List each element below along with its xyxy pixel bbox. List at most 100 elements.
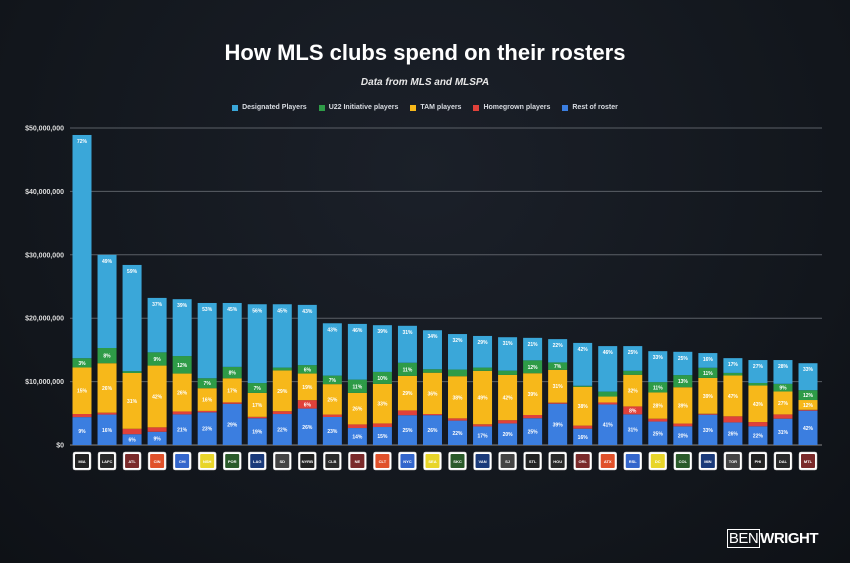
data-label: 59%: [127, 269, 138, 275]
bar-segment: [723, 422, 743, 445]
team-logo: DC: [648, 451, 668, 471]
bar-segment: [723, 358, 743, 373]
bar-segment: [297, 408, 317, 445]
data-label: 22%: [553, 343, 564, 349]
team-code: ATL: [128, 459, 136, 464]
bar-segment: [347, 379, 367, 393]
data-label: 45%: [227, 307, 238, 313]
team-code: CLT: [379, 459, 387, 464]
bar-segment: [122, 264, 142, 372]
data-label: 31%: [402, 330, 413, 336]
data-label: 23%: [327, 429, 338, 435]
bar-segment: [473, 367, 493, 371]
bar-segment: [172, 356, 192, 374]
bar-segment: [473, 335, 493, 368]
bar-segment: [147, 352, 167, 366]
team-logo: SJ: [498, 451, 517, 471]
bar-segment: [773, 383, 793, 392]
y-tick-label: $0: [56, 443, 64, 450]
data-label: 19%: [252, 430, 263, 436]
bar-segment: [322, 384, 342, 415]
bar-segment: [147, 297, 167, 353]
legend-label: Homegrown players: [483, 104, 551, 111]
data-label: 42%: [152, 394, 163, 400]
bar-segment: [673, 375, 693, 388]
legend-item: Homegrown players: [473, 104, 550, 111]
bar-segment: [623, 374, 643, 407]
bar-segment: [347, 428, 367, 445]
bar-segment: [448, 376, 468, 419]
bar-segment: [573, 428, 593, 445]
team-code: VAN: [478, 459, 486, 464]
bar-segment: [623, 346, 643, 371]
team-logo: CLT: [373, 451, 392, 471]
data-label: 31%: [778, 430, 789, 436]
team-logo: MIN: [698, 451, 718, 471]
team-logo: CIN: [147, 451, 167, 471]
team-code: CIN: [154, 459, 161, 464]
bar-segment: [222, 402, 242, 404]
data-label: 31%: [503, 341, 514, 347]
bar-segment: [297, 400, 317, 409]
data-label: 12%: [803, 403, 814, 409]
data-label: 11%: [703, 371, 713, 377]
bar-segment: [498, 337, 518, 371]
legend-swatch: [410, 104, 417, 111]
data-label: 14%: [352, 435, 363, 441]
bar-segment: [573, 385, 593, 387]
bar-NE: 14% 26% 11% 46%: [347, 323, 367, 445]
team-code: SJ: [505, 459, 510, 464]
data-label: 31%: [628, 428, 639, 434]
data-label: 16%: [102, 428, 113, 434]
team-logo: NYRB: [298, 451, 317, 471]
chart-subtitle: Data from MLS and MLSPA: [360, 77, 490, 88]
bar-STL: 25% 39% 12% 21%: [523, 337, 543, 445]
bar-segment: [598, 346, 618, 392]
team-logo: NSH: [197, 451, 217, 471]
team-logo: TOR: [723, 451, 743, 471]
bar-segment: [523, 360, 543, 374]
data-label: 10%: [377, 376, 388, 382]
data-label: 11%: [353, 384, 363, 390]
team-code: CLB: [328, 459, 336, 464]
data-label: 45%: [277, 308, 288, 314]
bar-ORL: 16% 38% 42%: [573, 342, 593, 445]
bar-segment: [197, 412, 217, 445]
chart-title: How MLS clubs spend on their rosters: [224, 40, 626, 65]
bar-segment: [147, 427, 167, 432]
data-label: 29%: [277, 389, 288, 395]
bar-segment: [347, 392, 367, 425]
bar-segment: [322, 375, 342, 385]
bar-CLB: 23% 25% 7% 43%: [322, 323, 342, 445]
data-label: 38%: [578, 404, 589, 410]
bar-segment: [97, 254, 117, 348]
bar-segment: [72, 413, 92, 418]
data-label: 38%: [453, 395, 464, 401]
team-logo: VAN: [473, 451, 492, 471]
bar-segment: [498, 420, 518, 424]
bar-segment: [673, 423, 693, 427]
bar-TOR: 26% 47% 17%: [723, 358, 743, 445]
bar-segment: [598, 396, 618, 403]
bar-segment: [548, 403, 568, 445]
team-logo: ATX: [598, 451, 617, 471]
legend-swatch: [473, 104, 480, 111]
legend-swatch: [318, 104, 325, 111]
data-label: 39%: [377, 329, 388, 335]
bar-segment: [97, 414, 117, 445]
team-logo: PHI: [748, 451, 768, 471]
bar-VAN: 17% 49% 29%: [473, 335, 493, 445]
bar-LAFC: 16% 26% 8% 49%: [97, 254, 117, 445]
data-label: 12%: [177, 363, 188, 369]
data-label: 47%: [728, 394, 739, 400]
bar-segment: [397, 325, 417, 363]
data-label: 6%: [304, 402, 312, 408]
legend-label: Designated Players: [242, 104, 307, 111]
data-label: 9%: [779, 386, 787, 392]
data-label: 25%: [327, 397, 338, 403]
data-label: 46%: [603, 350, 614, 356]
team-logo: SD: [273, 451, 292, 471]
legend-swatch: [562, 104, 569, 111]
data-label: 15%: [77, 389, 88, 395]
team-logo: ORL: [573, 451, 592, 471]
